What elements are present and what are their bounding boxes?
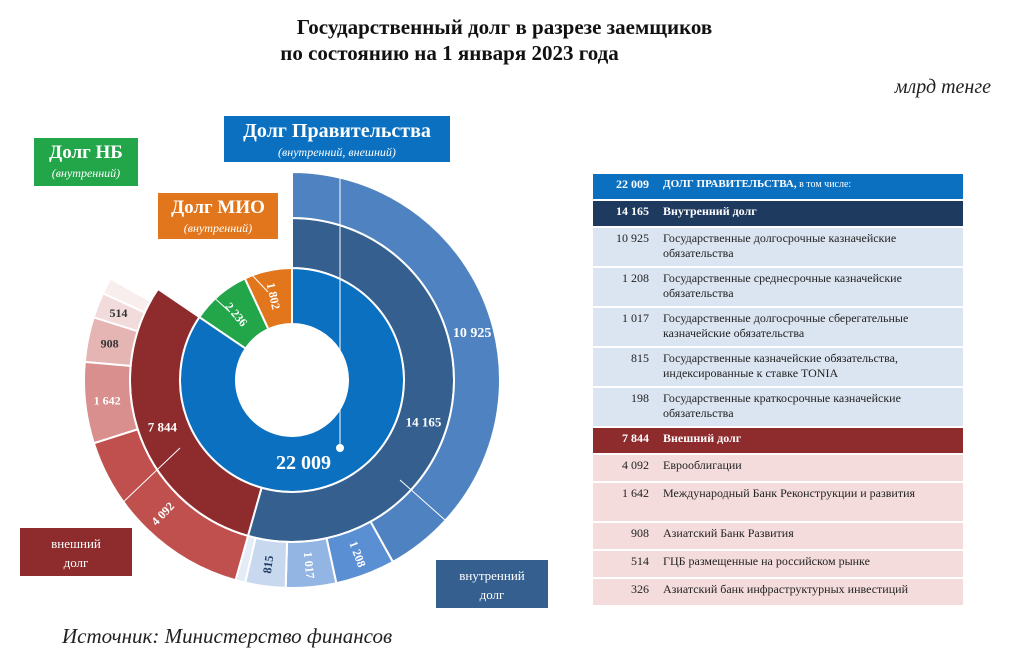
external-item-value: 1 642 [593, 482, 657, 523]
internal-item-label: Государственные краткосрочные казначейск… [657, 387, 963, 428]
internal-total-value: 14 165 [593, 200, 657, 228]
external-item-value: 514 [593, 550, 657, 579]
label-external-item: 1 642 [94, 394, 121, 408]
table-row-government: 22 009 ДОЛГ ПРАВИТЕЛЬСТВА, в том числе: [593, 174, 963, 201]
external-item-label: Международный Банк Реконструкции и разви… [657, 482, 963, 523]
internal-tag-line-2: долг [479, 587, 505, 602]
internal-tag-line-1: внутренний [459, 568, 525, 583]
external-debt-tag: внешний долг [20, 528, 132, 576]
external-total-value: 7 844 [593, 427, 657, 455]
table-row: 4 092 Еврооблигации [593, 454, 963, 483]
external-item-label: Еврооблигации [657, 454, 963, 483]
label-government-total: 22 009 [276, 452, 331, 474]
callout-government-debt: Долг Правительства (внутренний, внешний) [224, 116, 450, 162]
table-row: 514 ГЦБ размещенные на российском рынке [593, 550, 963, 579]
chart-title: Государственный долг в разрезе заемщиков… [0, 14, 1009, 66]
source-note: Источник: Министерство финансов [62, 624, 393, 648]
internal-debt-tag: внутренний долг [436, 560, 548, 608]
callout-mio-title: Долг МИО [171, 197, 265, 218]
label-internal-debt: 14 165 [406, 414, 442, 429]
callout-nb-debt: Долг НБ (внутренний) [34, 138, 138, 186]
label-internal-item: 1 017 [301, 551, 317, 579]
callout-mio-sub: (внутренний) [183, 221, 253, 235]
internal-total-label: Внутренний долг [657, 200, 963, 228]
table-row-internal-head: 14 165 Внутренний долг [593, 200, 963, 228]
callout-nb-sub: (внутренний) [51, 166, 121, 180]
external-item-label: Азиатский банк инфраструктурных инвестиц… [657, 578, 963, 607]
government-label-text: ДОЛГ ПРАВИТЕЛЬСТВА, [663, 178, 797, 190]
unit-label: млрд тенге [894, 76, 991, 98]
chart-center-hole [236, 324, 348, 436]
leader-line-mio [217, 238, 269, 293]
table-row: 10 925 Государственные долгосрочные казн… [593, 227, 963, 268]
external-item-label: Азиатский Банк Развития [657, 522, 963, 551]
callout-government-title: Долг Правительства [243, 120, 431, 142]
external-total-label: Внешний долг [657, 427, 963, 455]
internal-item-value: 1 208 [593, 267, 657, 308]
external-tag-line-2: долг [63, 555, 89, 570]
internal-item-label: Государственные среднесрочные казначейск… [657, 267, 963, 308]
internal-item-value: 198 [593, 387, 657, 428]
government-total-label: ДОЛГ ПРАВИТЕЛЬСТВА, в том числе: [657, 174, 963, 201]
government-total-value: 22 009 [593, 174, 657, 201]
internal-item-label: Государственные долгосрочные казначейски… [657, 227, 963, 268]
label-internal-item: 815 [260, 555, 276, 575]
label-external-item: 514 [109, 306, 127, 320]
government-label-suffix: в том числе: [796, 179, 852, 190]
external-tag-line-1: внешний [51, 536, 101, 551]
table-row: 1 017 Государственные долгосрочные сбере… [593, 307, 963, 348]
label-external-debt: 7 844 [148, 420, 178, 435]
table-row: 815 Государственные казначейские обязате… [593, 347, 963, 388]
sector-external-item [101, 277, 152, 314]
internal-item-value: 815 [593, 347, 657, 388]
internal-item-label: Государственные долгосрочные сберегатель… [657, 307, 963, 348]
leader-line-internal [399, 479, 491, 561]
table-row: 326 Азиатский банк инфраструктурных инве… [593, 578, 963, 607]
table-row: 1 642 Международный Банк Реконструкции и… [593, 482, 963, 523]
leader-line-nb [89, 185, 231, 313]
table-row-external-head: 7 844 Внешний долг [593, 427, 963, 455]
title-line-1: Государственный долг в разрезе заемщиков [296, 15, 713, 39]
label-internal-item: 10 925 [453, 326, 492, 341]
table-row: 198 Государственные краткосрочные казнач… [593, 387, 963, 428]
external-item-value: 326 [593, 578, 657, 607]
leader-line-external [95, 447, 181, 529]
government-debt-table: 22 009 ДОЛГ ПРАВИТЕЛЬСТВА, в том числе: … [593, 174, 963, 607]
internal-item-value: 1 017 [593, 307, 657, 348]
internal-item-value: 10 925 [593, 227, 657, 268]
table-row: 908 Азиатский Банк Развития [593, 522, 963, 551]
external-item-value: 4 092 [593, 454, 657, 483]
title-line-2: по состоянию на 1 января 2023 года [280, 41, 619, 65]
sector-internal-item [291, 170, 501, 564]
callout-government-sub: (внутренний, внешний) [278, 145, 396, 159]
callout-nb-title: Долг НБ [49, 142, 123, 163]
external-item-label: ГЦБ размещенные на российском рынке [657, 550, 963, 579]
table-row: 1 208 Государственные среднесрочные казн… [593, 267, 963, 308]
callout-mio-debt: Долг МИО (внутренний) [158, 193, 278, 239]
label-mio-debt: 1 802 [264, 281, 283, 310]
external-item-value: 908 [593, 522, 657, 551]
internal-item-label: Государственные казначейские обязательст… [657, 347, 963, 388]
label-external-item: 908 [101, 337, 119, 351]
